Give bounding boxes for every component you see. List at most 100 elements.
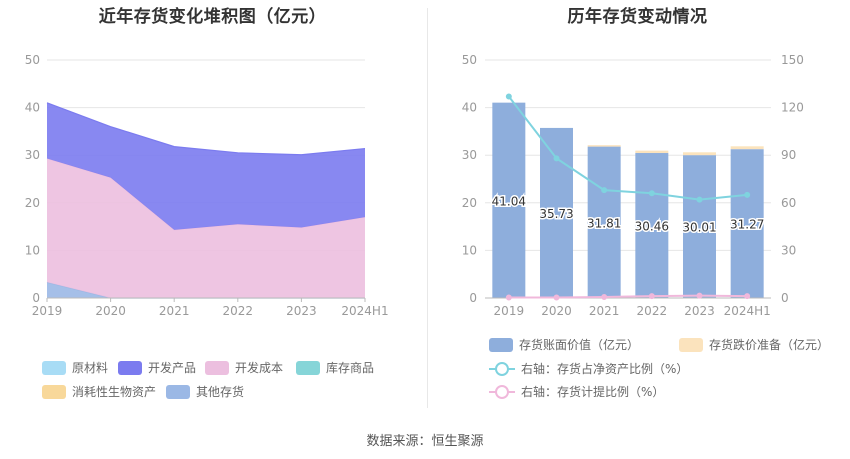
legend-label: 消耗性生物资产 (72, 385, 157, 399)
bar-data-label: 35.73 (539, 207, 573, 221)
line-point (696, 196, 703, 203)
bar-book-value (730, 149, 764, 298)
bar-impairment (730, 146, 764, 150)
area-edge-开发产品 (46, 102, 366, 156)
bar-data-label: 31.27 (730, 218, 764, 232)
line-point (601, 294, 608, 301)
legend-label: 其他存货 (196, 385, 245, 399)
legend-item[interactable]: 存货跌价准备（亿元） (679, 336, 829, 353)
line-point (744, 293, 751, 300)
legend-label: 存货跌价准备（亿元） (709, 338, 830, 352)
line-point (553, 294, 560, 301)
bar-impairment (587, 145, 621, 147)
bar-data-label: 30.46 (635, 220, 669, 234)
inventory-bar-chart-panel: 历年存货变动情况 0 10 20 30 40 50 0 30 60 90 120 150 2019 202… (425, 0, 850, 410)
legend-swatch (118, 360, 142, 375)
x-tick-label: 2023 (286, 304, 317, 318)
area-开发产品 (47, 102, 365, 230)
line-右轴：存货占净资产比例（%） (508, 95, 748, 201)
x-tick-label: 2024H1 (341, 304, 388, 318)
legend-item[interactable]: 原材料 (42, 359, 108, 376)
y2-tick-label: 90 (781, 148, 796, 162)
x-tick-label: 2020 (541, 304, 572, 318)
y-tick-label: 20 (25, 196, 40, 210)
y-tick-label: 50 (25, 53, 40, 67)
y-tick-label: 30 (462, 148, 477, 162)
bar-data-label: 31.81 (587, 216, 621, 230)
legend-item[interactable]: 库存商品 (296, 359, 374, 376)
legend-item[interactable]: 存货账面价值（亿元） (489, 336, 639, 353)
data-source-note: 数据来源：恒生聚源 (366, 434, 484, 449)
legend-swatch (679, 337, 703, 352)
legend-label: 库存商品 (326, 361, 375, 375)
legend-label: 开发产品 (148, 361, 197, 375)
y-tick-label: 40 (462, 101, 477, 115)
left-chart-title: 近年存货变化堆积图（亿元） (98, 7, 327, 27)
legend-label: 右轴：存货计提比例（%） (521, 385, 665, 399)
legend-swatch (42, 384, 66, 399)
legend-swatch (166, 384, 190, 399)
line-point (648, 293, 655, 300)
y-tick-label: 0 (469, 291, 477, 305)
inventory-bar-chart: 0 10 20 30 40 50 0 30 60 90 120 150 2019 2020 2021 2022… (462, 53, 804, 318)
stacked-area-chart: 0 10 20 30 40 50 2019 2020 2021 2022 2023 2024H1 (25, 53, 389, 318)
y-tick-label: 10 (462, 243, 477, 257)
y-tick-label: 50 (462, 53, 477, 67)
legend-swatch (42, 360, 66, 375)
legend-item[interactable]: 开发成本 (205, 359, 283, 376)
legend-swatch (296, 360, 320, 375)
x-tick-label: 2024H1 (724, 304, 771, 318)
line-point (696, 292, 703, 299)
bar-impairment (635, 150, 669, 154)
bar-data-label: 41.04 (492, 194, 526, 208)
legend-item[interactable]: 消耗性生物资产 (42, 383, 156, 400)
y2-tick-label: 120 (781, 101, 804, 115)
line-point (505, 294, 512, 301)
x-tick-label: 2023 (684, 304, 715, 318)
legend-line-swatch (489, 361, 515, 376)
legend-item[interactable]: 其他存货 (166, 383, 244, 400)
legend-item[interactable]: 右轴：存货计提比例（%） (489, 383, 664, 400)
bar-data-label: 30.01 (682, 221, 716, 235)
panel-divider (427, 8, 428, 408)
line-右轴：存货计提比例（%） (508, 294, 748, 299)
legend-item[interactable]: 右轴：存货占净资产比例（%） (489, 360, 688, 377)
line-point (505, 93, 512, 100)
y-tick-label: 10 (25, 243, 40, 257)
area-开发成本 (47, 158, 365, 298)
legend-label: 右轴：存货占净资产比例（%） (521, 362, 689, 376)
line-point (744, 191, 751, 198)
bar-book-value (492, 102, 526, 298)
legend-swatch (489, 337, 513, 352)
legend-label: 开发成本 (235, 361, 284, 375)
legend-item[interactable]: 开发产品 (118, 359, 196, 376)
right-chart-title: 历年存货变动情况 (567, 7, 708, 27)
y-tick-label: 20 (462, 196, 477, 210)
x-tick-label: 2020 (95, 304, 126, 318)
y-tick-label: 0 (32, 291, 40, 305)
x-tick-label: 2022 (637, 304, 668, 318)
y2-tick-label: 150 (781, 53, 804, 67)
legend-label: 原材料 (72, 361, 109, 375)
x-tick-label: 2022 (223, 304, 254, 318)
y-tick-label: 30 (25, 148, 40, 162)
line-point (601, 187, 608, 194)
x-tick-label: 2021 (589, 304, 620, 318)
bar-impairment (683, 152, 716, 156)
bar-book-value (587, 146, 621, 298)
legend-swatch (205, 360, 229, 375)
bar-book-value (683, 155, 716, 298)
y-tick-label: 40 (25, 101, 40, 115)
y2-tick-label: 60 (781, 196, 796, 210)
area-其他存货 (47, 282, 365, 298)
x-tick-label: 2019 (32, 304, 63, 318)
y2-tick-label: 30 (781, 243, 796, 257)
line-point (553, 155, 560, 162)
line-point (648, 190, 655, 197)
x-tick-label: 2019 (494, 304, 525, 318)
bar-book-value (635, 153, 669, 298)
x-tick-label: 2021 (159, 304, 190, 318)
y2-tick-label: 0 (781, 291, 789, 305)
legend-label: 存货账面价值（亿元） (519, 338, 640, 352)
legend-line-swatch (489, 384, 515, 399)
